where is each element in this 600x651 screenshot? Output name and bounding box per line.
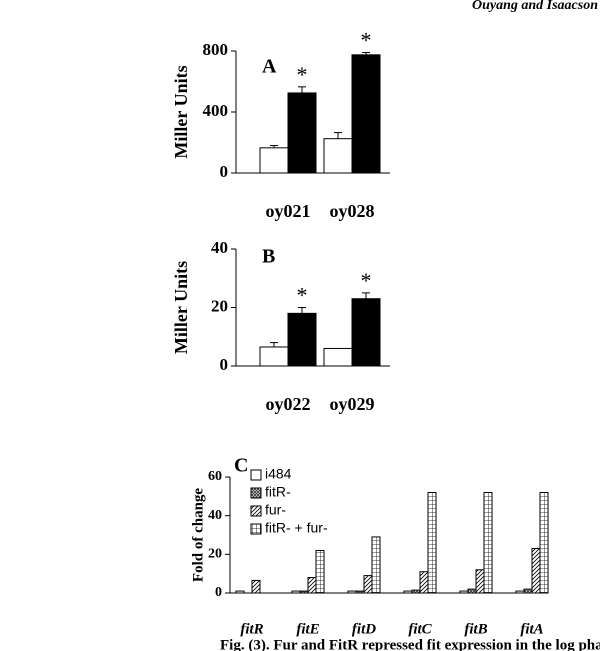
y-tick-label: 0 <box>220 162 229 181</box>
bar <box>347 590 357 594</box>
page-header: Ouyang and Isaacson <box>472 0 598 13</box>
bar <box>427 491 437 594</box>
bar <box>259 147 289 174</box>
bar <box>419 571 429 594</box>
x-tick-label: fitE <box>296 621 319 637</box>
bar <box>475 569 485 594</box>
significance-mark: * <box>297 283 308 308</box>
bar <box>251 579 261 594</box>
bar <box>307 577 317 594</box>
x-tick-label: oy022 <box>266 394 311 414</box>
y-axis-label: Fold of change <box>190 488 206 583</box>
bar <box>411 589 421 594</box>
bar <box>483 491 493 594</box>
bar <box>315 549 325 594</box>
bar <box>363 575 373 594</box>
panel-label: B <box>262 246 275 268</box>
x-tick-label: oy029 <box>330 394 375 414</box>
x-tick-label: oy028 <box>330 201 375 221</box>
significance-mark: * <box>361 28 372 53</box>
bar <box>403 590 413 594</box>
bar <box>531 548 541 594</box>
bar <box>355 590 365 594</box>
y-tick-label: 20 <box>208 547 222 562</box>
legend-label: fur- <box>265 502 286 518</box>
y-tick-label: 60 <box>208 469 222 484</box>
bar <box>291 590 301 594</box>
y-tick-label: 0 <box>215 585 222 600</box>
legend-swatch <box>250 523 262 535</box>
bar <box>539 491 549 594</box>
bar <box>299 590 309 594</box>
figure-caption: Fig. (3). Fur and FitR repressed fit exp… <box>220 637 600 651</box>
bar <box>459 590 469 594</box>
x-tick-label: fitB <box>464 621 487 637</box>
bar <box>467 588 477 594</box>
bar <box>259 346 289 367</box>
y-tick-label: 40 <box>208 508 222 523</box>
x-tick-label: fitD <box>352 621 376 637</box>
legend-label: i484 <box>265 466 292 482</box>
bar <box>235 590 245 594</box>
legend-swatch <box>250 487 262 499</box>
legend-label: fitR- <box>265 484 291 500</box>
x-tick-label: fitR <box>240 621 263 637</box>
panel-label: A <box>262 56 277 78</box>
bar <box>287 92 317 174</box>
x-tick-label: fitC <box>408 621 432 637</box>
bar <box>287 312 317 367</box>
y-tick-label: 20 <box>211 296 228 315</box>
bar <box>523 588 533 594</box>
y-tick-label: 400 <box>203 101 229 120</box>
bar <box>371 536 381 594</box>
significance-mark: * <box>361 268 372 293</box>
bar <box>515 590 525 594</box>
significance-mark: * <box>297 62 308 87</box>
y-tick-label: 800 <box>203 40 229 59</box>
x-tick-label: fitA <box>520 621 543 637</box>
legend-swatch <box>250 505 262 517</box>
y-axis-label: Miller Units <box>171 65 191 158</box>
bar <box>323 138 353 174</box>
x-tick-label: oy021 <box>266 201 311 221</box>
y-tick-label: 40 <box>211 238 228 257</box>
y-axis-label: Miller Units <box>171 261 191 354</box>
panel-label: C <box>234 455 248 477</box>
legend-label: fitR- + fur- <box>265 520 328 536</box>
bar <box>323 347 353 367</box>
bar <box>351 298 381 367</box>
y-tick-label: 0 <box>220 355 229 374</box>
legend-swatch <box>250 469 262 481</box>
bar <box>351 54 381 174</box>
